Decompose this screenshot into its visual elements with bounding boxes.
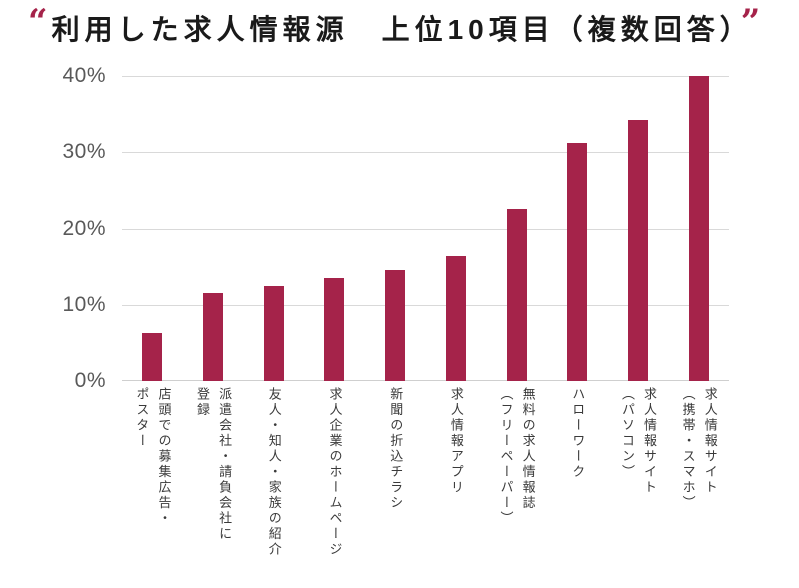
bar-8 [567,143,588,381]
plot-area [122,76,729,381]
x-category-label-3: 友人・知人・家族の紹介 [266,387,282,558]
y-tick-label-0: 0% [74,369,106,392]
x-category-label-5: 新聞の折込チラシ [388,387,404,511]
bar-column [608,76,669,381]
x-category-label-8: ハローワーク [570,387,586,480]
x-category-label-cell: 求人情報サイト （パソコン） [608,387,669,587]
bar-column [122,76,183,381]
x-category-label-cell: 新聞の折込チラシ [365,387,426,587]
page-title: “利用した求人情報源 上位10項目（複数回答）” [28,2,788,50]
bar-column [547,76,608,381]
x-axis-category-labels: 店頭での募集広告・ ポスター 派遣会社・請負会社に 登録 友人・知人・家族の紹介 求人… [122,387,729,587]
x-category-label-7: 無料の求人情報誌 （フリーペーパー） [498,387,536,527]
y-tick-label-40: 40% [62,64,106,87]
x-axis-baseline [122,380,729,381]
x-category-label-cell: 派遣会社・請負会社に 登録 [183,387,244,587]
bar-column [668,76,729,381]
x-category-label-cell: 求人情報アプリ [426,387,487,587]
x-category-label-cell: 友人・知人・家族の紹介 [243,387,304,587]
bar-column [183,76,244,381]
bar-10 [688,76,709,381]
bar-column [304,76,365,381]
bar-4 [324,278,345,381]
bar-9 [627,120,648,381]
y-tick-label-30: 30% [62,140,106,164]
open-quote-mark: “ [28,2,48,42]
x-category-label-cell: 店頭での募集広告・ ポスター [122,387,183,587]
bar-column [486,76,547,381]
bar-3 [263,285,284,381]
x-category-label-cell: 無料の求人情報誌 （フリーペーパー） [486,387,547,587]
x-category-label-cell: 求人情報サイト （携帯・スマホ） [668,387,729,587]
bar-1 [142,332,163,381]
close-quote-mark: ” [740,2,761,42]
x-category-label-cell: ハローワーク [547,387,608,587]
x-category-label-10: 求人情報サイト （携帯・スマホ） [680,387,718,511]
bar-column [426,76,487,381]
gridline-20 [122,228,729,230]
bar-2 [203,292,224,381]
x-category-label-6: 求人情報アプリ [448,387,464,496]
page-title-text: 利用した求人情報源 上位10項目（複数回答） [51,14,739,45]
x-category-label-9: 求人情報サイト （パソコン） [619,387,658,496]
bar-5 [385,269,406,381]
x-category-label-2: 派遣会社・請負会社に 登録 [195,387,233,542]
x-category-label-1: 店頭での募集広告・ ポスター [134,387,172,527]
x-category-label-4: 求人企業のホームページ [327,387,343,558]
bar-6 [445,255,466,381]
x-category-label-cell: 求人企業のホームページ [304,387,365,587]
gridline-30 [122,152,729,154]
gridline-40 [122,76,729,77]
bar-column [243,76,304,381]
y-axis: 0% 10% 20% 30% 40% [0,64,106,392]
bar-column [365,76,426,381]
gridline-10 [122,304,729,306]
y-tick-label-10: 10% [62,292,106,316]
y-tick-label-20: 20% [62,216,106,240]
bar-7 [506,209,527,381]
